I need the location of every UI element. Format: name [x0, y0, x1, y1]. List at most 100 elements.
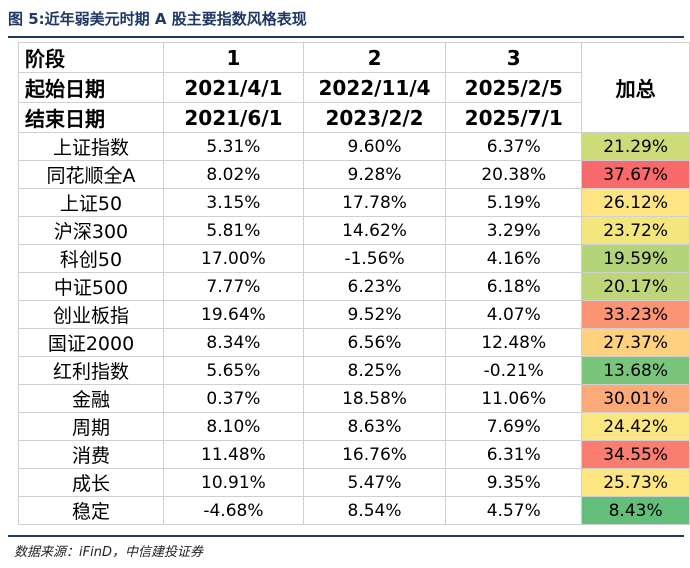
phase-1-return-cell: 5.65% [163, 356, 304, 385]
total-return-cell: 23.72% [581, 216, 690, 245]
phase-2-return-cell: 8.54% [302, 496, 447, 525]
phase-3-return-cell: 20.38% [445, 160, 583, 189]
phase-3-return-cell: 12.48% [445, 328, 583, 357]
total-return-cell: 30.01% [581, 384, 690, 413]
figure-title: 图 5:近年弱美元时期 A 股主要指数风格表现 [8, 10, 307, 28]
phase-3-return-cell: -0.21% [445, 356, 583, 385]
total-return-cell: 37.67% [581, 160, 690, 189]
phase-1-return-cell: 5.31% [163, 132, 304, 161]
phase-2-return-cell: 16.76% [302, 440, 447, 469]
table-row: 成长 10.91% 5.47% 9.35% 25.73% [17, 468, 690, 497]
index-name-cell: 稳定 [17, 496, 165, 525]
total-return-cell: 27.37% [581, 328, 690, 357]
phase-3-return-cell: 9.35% [445, 468, 583, 497]
phase-3-return-cell: 6.18% [445, 272, 583, 301]
table-row: 沪深300 5.81% 14.62% 3.29% 23.72% [17, 216, 690, 245]
table-row: 上证指数 5.31% 9.60% 6.37% 21.29% [17, 132, 690, 161]
total-return-cell: 8.43% [581, 496, 690, 525]
index-name-cell: 金融 [17, 384, 165, 413]
phase-2-return-cell: 9.28% [302, 160, 447, 189]
total-return-cell: 33.23% [581, 300, 690, 329]
phase-2-return-cell: 6.56% [302, 328, 447, 357]
table-row: 金融 0.37% 18.58% 11.06% 30.01% [17, 384, 690, 413]
phase-1-return-cell: 0.37% [163, 384, 304, 413]
phase-2-return-cell: 14.62% [302, 216, 447, 245]
phase-3-return-cell: 6.37% [445, 132, 583, 161]
index-name-cell: 同花顺全A [17, 160, 165, 189]
header-phase-label: 阶段 [17, 42, 165, 73]
end-date-2: 2023/2/2 [302, 102, 447, 133]
phase-1-return-cell: 8.34% [163, 328, 304, 357]
phase-2-return-cell: 17.78% [302, 188, 447, 217]
total-return-cell: 26.12% [581, 188, 690, 217]
total-return-cell: 20.17% [581, 272, 690, 301]
phase-2-return-cell: 6.23% [302, 272, 447, 301]
phase-1-return-cell: 10.91% [163, 468, 304, 497]
phase-2-return-cell: 5.47% [302, 468, 447, 497]
table-row: 红利指数 5.65% 8.25% -0.21% 13.68% [17, 356, 690, 385]
end-date-3: 2025/7/1 [445, 102, 583, 133]
phase-3-return-cell: 5.19% [445, 188, 583, 217]
index-name-cell: 中证500 [17, 272, 165, 301]
phase-2-return-cell: 18.58% [302, 384, 447, 413]
total-return-cell: 21.29% [581, 132, 690, 161]
phase-2-return-cell: -1.56% [302, 244, 447, 273]
phase-1-return-cell: 8.10% [163, 412, 304, 441]
phase-3-return-cell: 4.16% [445, 244, 583, 273]
phase-1-return-cell: 8.02% [163, 160, 304, 189]
start-date-1: 2021/4/1 [163, 72, 304, 103]
index-name-cell: 国证2000 [17, 328, 165, 357]
phase-1-return-cell: 19.64% [163, 300, 304, 329]
total-return-cell: 34.55% [581, 440, 690, 469]
phase-3-return-cell: 6.31% [445, 440, 583, 469]
table-row: 国证2000 8.34% 6.56% 12.48% 27.37% [17, 328, 690, 357]
data-source: 数据来源：iFinD，中信建投证券 [14, 545, 203, 560]
total-return-cell: 19.59% [581, 244, 690, 273]
phase-3-return-cell: 3.29% [445, 216, 583, 245]
index-name-cell: 科创50 [17, 244, 165, 273]
index-name-cell: 上证指数 [17, 132, 165, 161]
start-date-3: 2025/2/5 [445, 72, 583, 103]
phase-3-return-cell: 7.69% [445, 412, 583, 441]
phase-2-return-cell: 9.60% [302, 132, 447, 161]
total-return-cell: 13.68% [581, 356, 690, 385]
index-name-cell: 成长 [17, 468, 165, 497]
index-name-cell: 创业板指 [17, 300, 165, 329]
index-name-cell: 沪深300 [17, 216, 165, 245]
phase-3-return-cell: 4.07% [445, 300, 583, 329]
phase-3-return-cell: 4.57% [445, 496, 583, 525]
top-rule [8, 36, 684, 38]
phase-2-return-cell: 8.25% [302, 356, 447, 385]
phase-2-return-cell: 8.63% [302, 412, 447, 441]
index-name-cell: 红利指数 [17, 356, 165, 385]
header-start-label: 起始日期 [17, 72, 165, 103]
phase-1-return-cell: -4.68% [163, 496, 304, 525]
index-style-table: 阶段 1 2 3 加总 起始日期 2021/4/1 2022/11/4 2025… [17, 42, 690, 525]
table-row: 同花顺全A 8.02% 9.28% 20.38% 37.67% [17, 160, 690, 189]
phase-1-return-cell: 5.81% [163, 216, 304, 245]
end-date-1: 2021/6/1 [163, 102, 304, 133]
table-row: 上证50 3.15% 17.78% 5.19% 26.12% [17, 188, 690, 217]
table-row: 稳定 -4.68% 8.54% 4.57% 8.43% [17, 496, 690, 525]
table-row: 周期 8.10% 8.63% 7.69% 24.42% [17, 412, 690, 441]
total-return-cell: 25.73% [581, 468, 690, 497]
header-phase-1: 1 [163, 42, 304, 73]
header-row-phase: 阶段 1 2 3 加总 [17, 42, 690, 133]
header-phase-2: 2 [302, 42, 447, 73]
phase-2-return-cell: 9.52% [302, 300, 447, 329]
table-row: 科创50 17.00% -1.56% 4.16% 19.59% [17, 244, 690, 273]
phase-1-return-cell: 7.77% [163, 272, 304, 301]
header-end-label: 结束日期 [17, 102, 165, 133]
table-row: 中证500 7.77% 6.23% 6.18% 20.17% [17, 272, 690, 301]
table-row: 创业板指 19.64% 9.52% 4.07% 33.23% [17, 300, 690, 329]
header-phase-3: 3 [445, 42, 583, 73]
index-name-cell: 上证50 [17, 188, 165, 217]
header-total: 加总 [581, 42, 690, 133]
total-return-cell: 24.42% [581, 412, 690, 441]
phase-1-return-cell: 3.15% [163, 188, 304, 217]
table-row: 消费 11.48% 16.76% 6.31% 34.55% [17, 440, 690, 469]
bottom-rule [8, 535, 684, 537]
phase-1-return-cell: 11.48% [163, 440, 304, 469]
index-name-cell: 周期 [17, 412, 165, 441]
phase-3-return-cell: 11.06% [445, 384, 583, 413]
